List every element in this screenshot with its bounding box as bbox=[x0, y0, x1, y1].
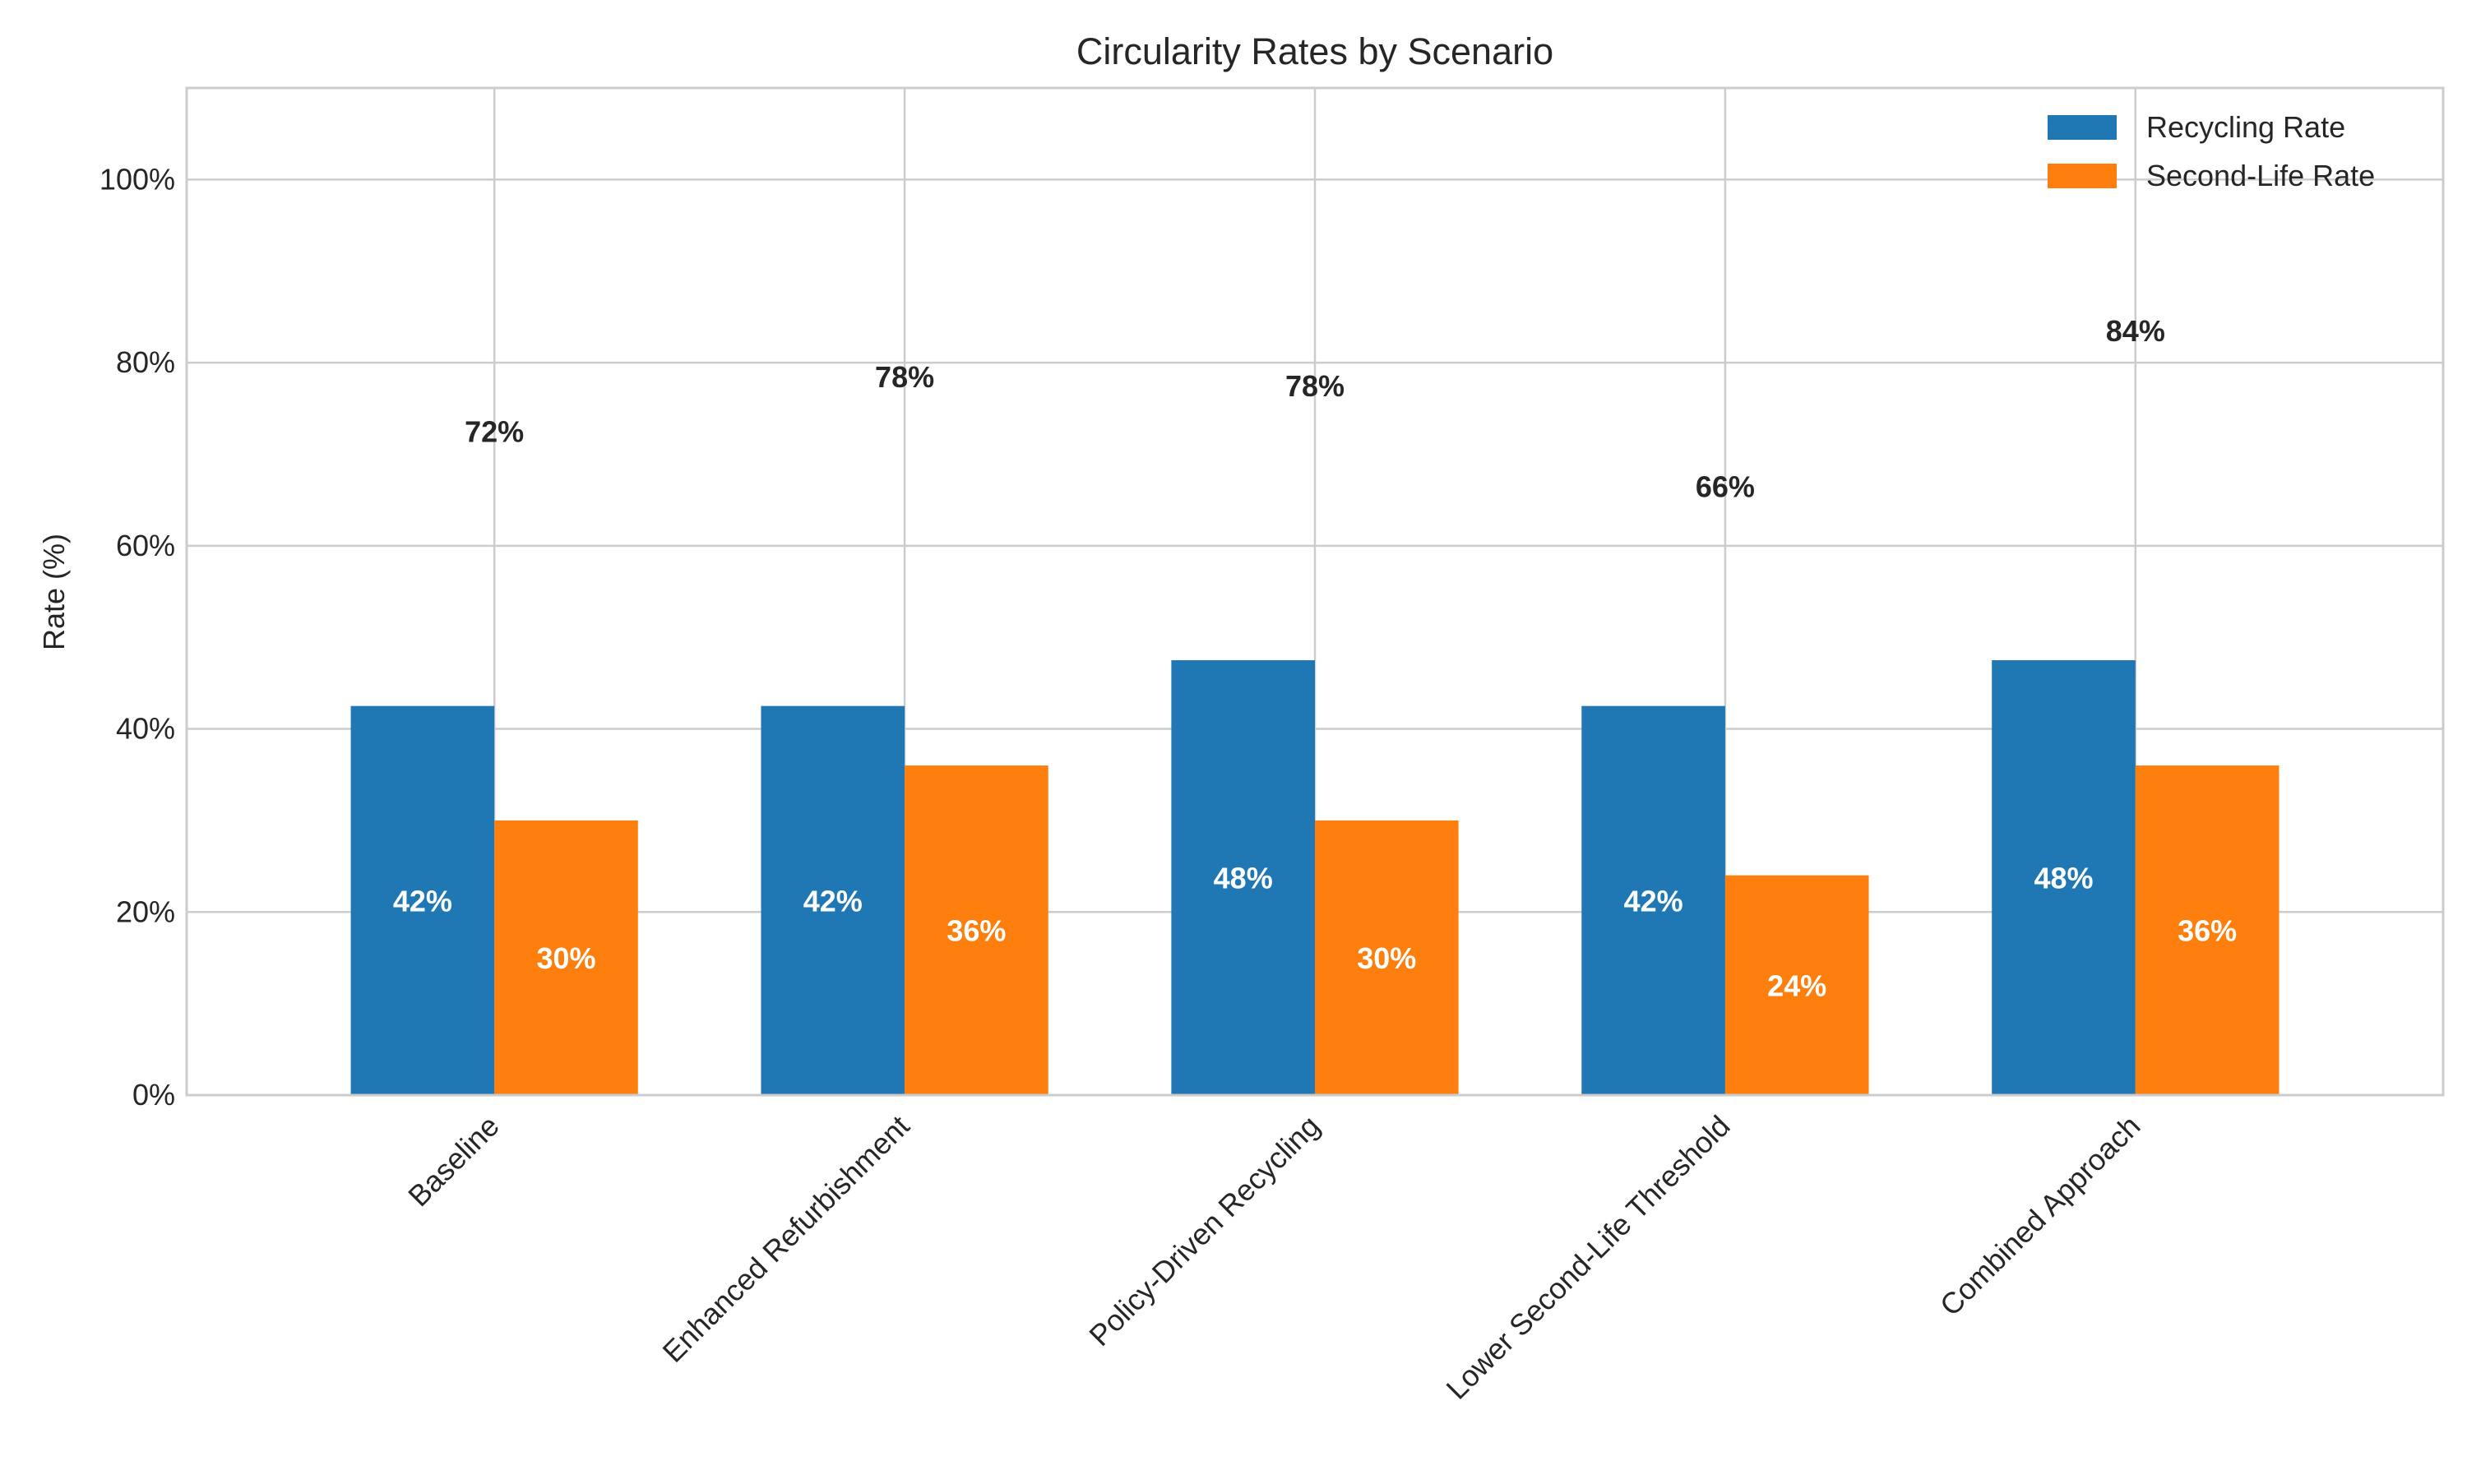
recycling-rate-value-label: 42% bbox=[393, 884, 452, 918]
second-life-rate-bar bbox=[905, 765, 1048, 1095]
y-tick-label: 0% bbox=[132, 1078, 175, 1112]
total-rate-label: 78% bbox=[875, 360, 934, 394]
second-life-rate-bar bbox=[494, 820, 638, 1095]
data-labels: 42% 30% 72% 42% 36% 78% 48% 30% 78% 42% 24% 66% 48% 3… bbox=[393, 314, 2237, 1002]
recycling-rate-bar bbox=[350, 705, 495, 1095]
y-tick-label: 80% bbox=[116, 345, 175, 379]
y-axis-title: Rate (%) bbox=[37, 534, 71, 650]
legend-swatch-second-life-rate bbox=[2048, 164, 2117, 188]
total-rate-label: 72% bbox=[465, 415, 524, 449]
y-tick-label: 60% bbox=[116, 529, 175, 562]
total-rate-label: 66% bbox=[1696, 469, 1755, 503]
second-life-rate-value-label: 36% bbox=[947, 914, 1006, 948]
second-life-rate-value-label: 24% bbox=[1767, 969, 1826, 1002]
total-rate-label: 78% bbox=[1285, 369, 1345, 403]
y-tick-label: 40% bbox=[116, 712, 175, 746]
second-life-rate-bar bbox=[1315, 820, 1459, 1095]
chart-title: Circularity Rates by Scenario bbox=[1076, 30, 1553, 72]
legend: Recycling Rate Second-Life Rate bbox=[2048, 110, 2375, 192]
second-life-rate-value-label: 30% bbox=[1357, 941, 1416, 975]
recycling-rate-value-label: 42% bbox=[1624, 884, 1683, 918]
legend-label-recycling-rate: Recycling Rate bbox=[2146, 110, 2345, 144]
y-tick-label: 100% bbox=[100, 162, 175, 196]
second-life-rate-bar bbox=[1724, 875, 1869, 1095]
recycling-rate-bar bbox=[1171, 660, 1315, 1095]
plot-frame bbox=[185, 86, 2445, 1097]
second-life-rate-value-label: 30% bbox=[536, 941, 595, 975]
recycling-rate-bar bbox=[761, 705, 905, 1095]
y-tick-label: 20% bbox=[116, 895, 175, 928]
recycling-rate-value-label: 48% bbox=[1214, 862, 1273, 895]
legend-swatch-recycling-rate bbox=[2048, 115, 2117, 140]
recycling-rate-bar bbox=[1581, 705, 1725, 1095]
recycling-rate-bar bbox=[1992, 660, 2136, 1095]
recycling-rate-value-label: 48% bbox=[2034, 862, 2093, 895]
recycling-rate-value-label: 42% bbox=[803, 884, 863, 918]
second-life-rate-bar bbox=[2135, 765, 2280, 1095]
total-rate-label: 84% bbox=[2106, 314, 2165, 348]
legend-label-second-life-rate: Second-Life Rate bbox=[2146, 159, 2375, 192]
bars bbox=[350, 660, 2280, 1095]
second-life-rate-value-label: 36% bbox=[2178, 914, 2237, 948]
